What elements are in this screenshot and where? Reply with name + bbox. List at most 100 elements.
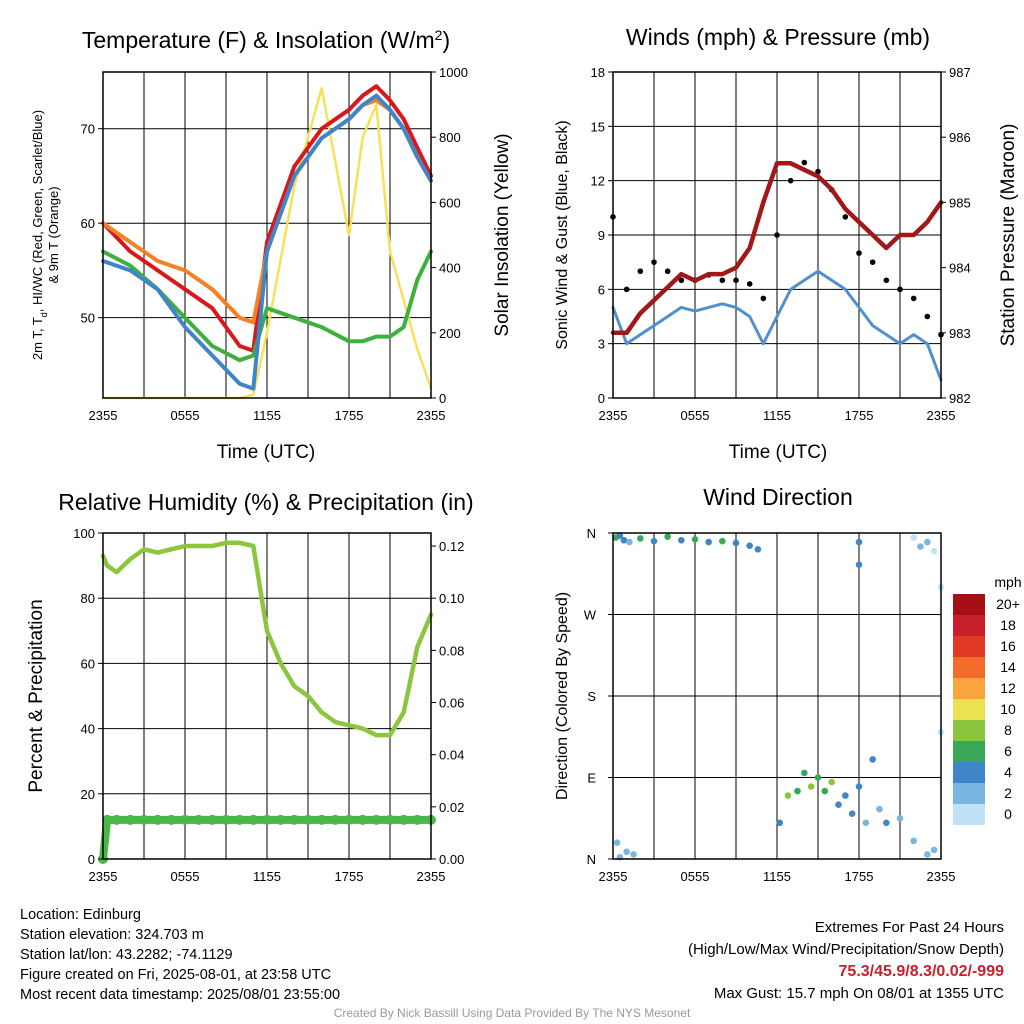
y-tick-label: 6	[598, 282, 605, 297]
legend-label: 0	[1004, 806, 1012, 822]
gust-point	[801, 159, 808, 166]
gust-point	[733, 277, 739, 284]
x-tick-label: 1755	[845, 408, 874, 423]
legend-swatch	[953, 804, 985, 825]
precip-point	[166, 814, 177, 825]
direction-point	[807, 783, 815, 790]
direction-point	[917, 543, 924, 550]
direction-point	[637, 535, 644, 542]
legend-label: 14	[1000, 659, 1016, 675]
legend-swatch	[953, 678, 985, 699]
extremes-info: Extremes For Past 24 Hours (High/Low/Max…	[688, 917, 1004, 1005]
legend-swatch	[953, 741, 985, 762]
y-tick-label: S	[587, 689, 596, 704]
wind-y2-ticks: 982 983 984 985 986 987	[941, 65, 971, 406]
speed-legend: 20+ 18 16 14 12 10 8 6 4 2 0	[953, 594, 1020, 825]
x-tick-label: 0555	[681, 408, 710, 423]
legend-swatch	[953, 615, 985, 636]
legend-swatch	[953, 699, 985, 720]
y2-tick-label: 987	[949, 65, 971, 80]
precip-point	[207, 814, 218, 825]
direction-point	[794, 787, 801, 795]
direction-point	[910, 534, 917, 541]
y-tick-label: 50	[81, 311, 95, 326]
series-line-relative-humidity	[100, 540, 434, 738]
x-tick-label: 1755	[845, 869, 874, 884]
precip-point	[139, 814, 149, 825]
direction-point	[719, 537, 726, 545]
direction-point	[855, 538, 863, 546]
rh-y-label: Percent & Precipitation	[26, 599, 47, 792]
temp-panel: Temperature (F) & Insolation (W/m2) 2355…	[30, 27, 513, 463]
precip-point	[303, 814, 313, 825]
x-tick-label: 1155	[763, 408, 791, 423]
max-gust-text: Max Gust: 15.7 mph On 08/01 at 1355 UTC	[713, 985, 1004, 1002]
direction-point	[814, 774, 822, 781]
precip-point	[152, 814, 163, 825]
precip-point	[275, 814, 286, 825]
created-text: Figure created on Fri, 2025-08-01, at 23…	[20, 967, 332, 983]
dir-grid	[613, 533, 941, 859]
gust-point	[637, 268, 644, 275]
elevation-text: Station elevation: 324.703 m	[20, 927, 204, 943]
wind-series	[610, 159, 944, 382]
x-tick-label: 1755	[335, 869, 364, 884]
direction-point	[650, 537, 658, 545]
gust-point	[815, 168, 821, 175]
direction-point	[664, 533, 671, 540]
station-info: Location: Edinburg Station elevation: 32…	[20, 905, 340, 1005]
y2-tick-label: 1000	[439, 65, 468, 80]
precip-point	[102, 814, 113, 825]
extremes-title: Extremes For Past 24 Hours	[814, 919, 1004, 936]
direction-point	[862, 819, 870, 827]
direction-point	[883, 819, 890, 827]
direction-point	[930, 846, 938, 854]
location-text: Location: Edinburg	[20, 907, 141, 923]
x-tick-label: 1155	[763, 869, 791, 884]
temp-plot-frame	[102, 71, 432, 399]
legend-label: 10	[1000, 701, 1016, 717]
extremes-values: 75.3/45.9/8.3/0.02/-999	[838, 963, 1004, 980]
y2-tick-label: 985	[949, 195, 971, 210]
direction-point	[910, 837, 917, 845]
wind-y-label: Sonic Wind & Gust (Blue, Black)	[554, 120, 571, 349]
extremes-subtitle: (High/Low/Max Wind/Precipitation/Snow De…	[688, 941, 1004, 958]
wind-x-ticks: 2355 0555 1155 1755 2355	[599, 408, 956, 423]
y-tick-label: 0	[88, 852, 95, 867]
direction-point	[835, 801, 842, 808]
rh-y-ticks: 0 20 40 60 80 100	[73, 526, 103, 867]
y2-tick-label: 982	[949, 391, 971, 406]
y-tick-label: 100	[73, 526, 95, 541]
precip-point	[180, 814, 190, 825]
direction-point	[754, 546, 762, 553]
x-tick-label: 2355	[599, 869, 628, 884]
precip-point	[398, 814, 409, 825]
y-tick-label: 18	[591, 65, 605, 80]
dir-title: Wind Direction	[703, 484, 853, 510]
x-tick-label: 2355	[417, 869, 446, 884]
y2-tick-label: 983	[949, 326, 971, 341]
y-tick-label: 20	[81, 787, 95, 802]
direction-point	[924, 538, 931, 546]
y2-tick-label: 984	[949, 261, 971, 276]
direction-point	[896, 814, 904, 822]
temp-y-label-2: & 9m T (Orange)	[46, 186, 61, 283]
temp-x-label: Time (UTC)	[217, 442, 316, 463]
legend-label: 2	[1004, 785, 1012, 801]
y2-tick-label: 200	[439, 326, 461, 341]
temp-y-ticks: 50 60 70	[81, 122, 103, 326]
gust-point	[746, 281, 753, 287]
gust-point	[760, 295, 767, 302]
x-tick-label: 1155	[253, 408, 281, 423]
rh-x-ticks: 2355 0555 1155 1755 2355	[89, 869, 446, 884]
precip-point	[234, 814, 245, 825]
legend-label: 4	[1004, 764, 1012, 780]
x-tick-label: 2355	[89, 408, 118, 423]
direction-point	[705, 538, 712, 546]
y2-tick-label: 0.00	[439, 852, 464, 867]
wind-x-label: Time (UTC)	[729, 442, 828, 463]
temp-title: Temperature (F) & Insolation (W/m2)	[82, 27, 450, 53]
y-tick-label: 3	[598, 337, 605, 352]
wind-title: Winds (mph) & Pressure (mb)	[626, 24, 930, 50]
